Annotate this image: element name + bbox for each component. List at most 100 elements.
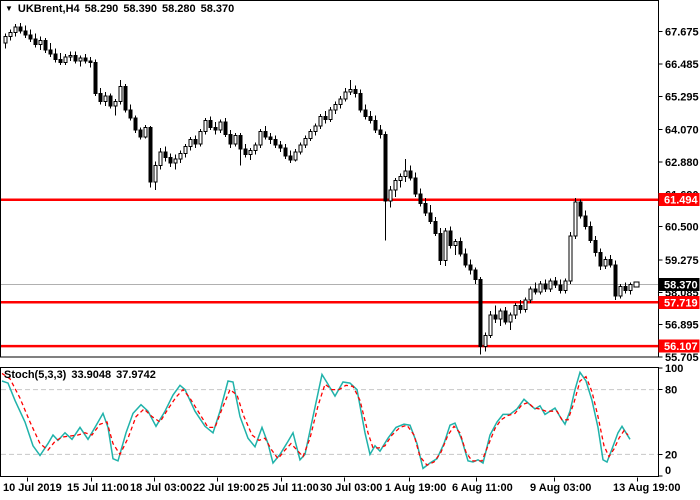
stoch-signal-line xyxy=(1,372,629,467)
bear-candle xyxy=(23,30,28,36)
bull-candle xyxy=(118,86,123,103)
bear-candle xyxy=(128,109,133,119)
indicator-panel[interactable] xyxy=(0,367,659,477)
bear-candle xyxy=(18,26,23,32)
bear-candle xyxy=(148,127,153,183)
bull-candle xyxy=(328,109,333,120)
svg-text:57.719: 57.719 xyxy=(664,297,698,309)
bear-candle xyxy=(48,49,53,55)
bull-candle xyxy=(38,40,43,46)
bear-candle xyxy=(243,148,248,156)
time-tick-label: 6 Aug 11:00 xyxy=(452,482,513,494)
bear-candle xyxy=(58,59,63,63)
bull-candle xyxy=(173,158,178,164)
bull-candle xyxy=(483,334,488,347)
bear-candle xyxy=(503,310,508,323)
bull-candle xyxy=(338,98,343,105)
stoch-tick-label: 100 xyxy=(665,363,683,375)
time-tick-label: 10 Jul 2019 xyxy=(3,482,62,494)
bear-candle xyxy=(463,253,468,266)
price-axis: 67.67566.48565.29564.07062.88061.69060.5… xyxy=(658,27,699,477)
bear-candle xyxy=(543,283,548,290)
bull-candle xyxy=(8,31,13,37)
candles-layer xyxy=(3,22,633,355)
bull-candle xyxy=(348,88,353,93)
symbol-dropdown-icon[interactable]: ▼ xyxy=(5,4,13,13)
bear-candle xyxy=(353,88,358,95)
bear-candle xyxy=(598,252,603,267)
bull-candle xyxy=(538,283,543,293)
bull-candle xyxy=(313,125,318,133)
bull-candle xyxy=(343,91,348,100)
bear-candle xyxy=(73,54,78,62)
bear-candle xyxy=(473,269,478,281)
bull-candle xyxy=(113,101,118,107)
bull-candle xyxy=(143,127,148,138)
stoch-tick-label: 80 xyxy=(665,385,677,397)
bear-candle xyxy=(593,239,598,254)
indicator-k-value: 33.9048 xyxy=(71,369,112,381)
bear-candle xyxy=(613,264,618,297)
bull-candle xyxy=(618,286,623,297)
bear-candle xyxy=(323,116,328,120)
bull-candle xyxy=(568,235,573,282)
bear-candle xyxy=(238,135,243,150)
bull-candle xyxy=(318,116,323,127)
bear-candle xyxy=(288,155,293,161)
bear-candle xyxy=(438,233,443,262)
bull-candle xyxy=(258,131,263,146)
bull-candle xyxy=(303,137,308,146)
time-tick-label: 13 Aug 19:00 xyxy=(613,482,680,494)
bear-candle xyxy=(418,193,423,205)
bull-candle xyxy=(158,151,163,167)
bear-candle xyxy=(558,284,563,292)
bull-candle xyxy=(218,121,223,131)
bull-candle xyxy=(188,139,193,148)
bear-candle xyxy=(53,53,58,61)
bear-candle xyxy=(533,288,538,293)
bear-candle xyxy=(208,120,213,129)
bull-candle xyxy=(3,35,8,44)
price-tick-label: 55.705 xyxy=(665,352,699,364)
bear-candle xyxy=(273,139,278,146)
price-tick-label: 62.880 xyxy=(665,157,699,169)
quote-open: 58.290 xyxy=(84,3,119,15)
bull-candle xyxy=(453,241,458,247)
bull-candle xyxy=(573,201,578,237)
time-tick-label: 25 Jul 11:00 xyxy=(257,482,319,494)
price-tick-label: 65.295 xyxy=(665,91,699,103)
bear-candle xyxy=(83,57,88,62)
bear-candle xyxy=(363,109,368,118)
bear-candle xyxy=(368,116,373,122)
bear-candle xyxy=(373,120,378,131)
bull-candle xyxy=(68,54,73,58)
time-tick-label: 18 Jul 03:00 xyxy=(130,482,192,494)
svg-text:61.494: 61.494 xyxy=(664,195,699,207)
bear-candle xyxy=(168,156,173,164)
bear-candle xyxy=(193,139,198,145)
quote-high: 58.390 xyxy=(123,3,157,15)
price-tick-label: 59.275 xyxy=(665,255,699,267)
main-panel[interactable] xyxy=(0,0,659,358)
quote-close: 58.370 xyxy=(200,3,235,15)
bear-candle xyxy=(28,34,33,40)
bull-candle xyxy=(603,258,608,267)
bear-candle xyxy=(283,147,288,157)
time-tick-label: 9 Aug 03:00 xyxy=(530,482,591,494)
time-axis: 10 Jul 2019 15 Jul 11:00 18 Jul 03:00 22 Ju… xyxy=(3,477,680,494)
bull-candle xyxy=(253,144,258,152)
bull-candle xyxy=(333,103,338,111)
bear-candle xyxy=(378,129,383,135)
bear-candle xyxy=(268,136,273,141)
bear-candle xyxy=(263,131,268,138)
bear-candle xyxy=(478,279,483,347)
bear-candle xyxy=(423,203,428,214)
time-tick-label: 22 Jul 19:00 xyxy=(193,482,255,494)
bear-candle xyxy=(588,226,593,241)
bull-candle xyxy=(508,314,513,323)
bear-candle xyxy=(383,133,388,202)
price-tick-label: 66.485 xyxy=(665,59,699,71)
bull-candle xyxy=(293,151,298,161)
